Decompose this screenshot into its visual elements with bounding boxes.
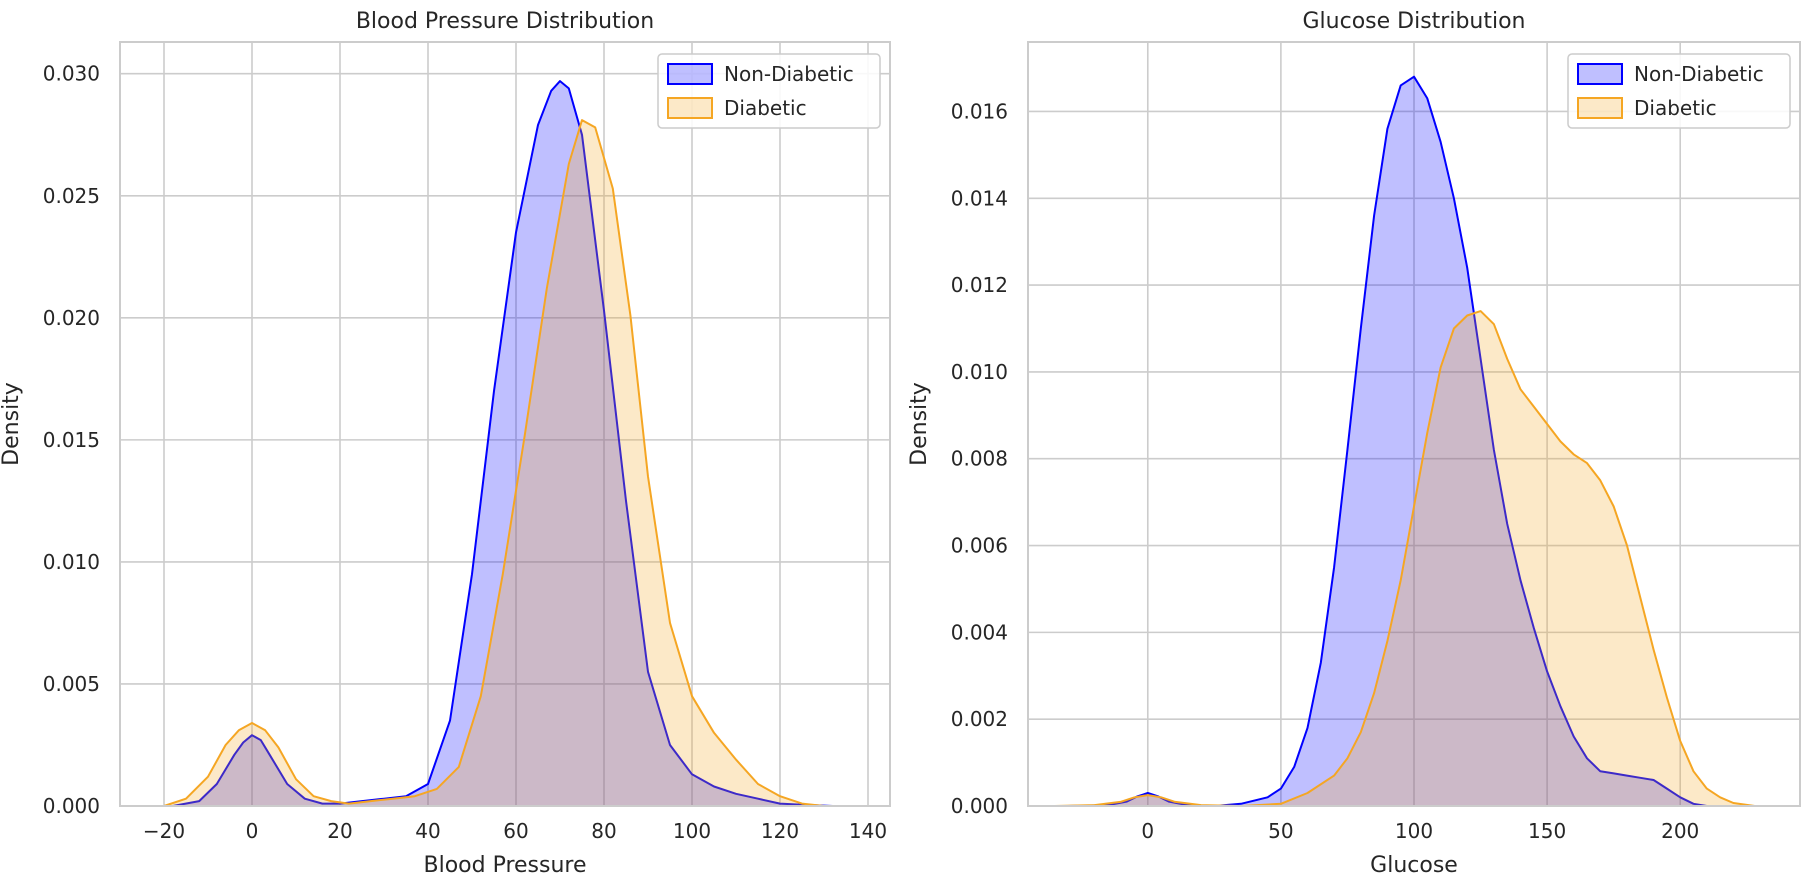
- bp-x-tick-label: 0: [246, 819, 259, 843]
- glucose-legend: Non-Diabetic Diabetic: [1567, 53, 1791, 129]
- bp-diabetic-area: [164, 120, 824, 807]
- bp-x-axis-label: Blood Pressure: [423, 853, 586, 878]
- bp-non-diabetic-line: [172, 80, 833, 807]
- bp-axes-frame: [119, 41, 891, 807]
- bp-legend-box: [657, 53, 881, 129]
- glucose-x-tick-label: 50: [1268, 819, 1293, 843]
- bp-chart-title: Blood Pressure Distribution: [356, 9, 654, 34]
- bp-y-tick-label: 0.020: [43, 306, 100, 330]
- glucose-y-tick-label: 0.014: [951, 186, 1008, 210]
- bp-x-tick-label: 80: [591, 819, 616, 843]
- glucose-x-tick-label: 150: [1528, 819, 1566, 843]
- glucose-y-tick-label: 0.008: [951, 447, 1008, 471]
- glucose-y-tick-label: 0.000: [951, 794, 1008, 818]
- glucose-y-tick-label: 0.010: [951, 360, 1008, 384]
- bp-x-tick-label: −20: [143, 819, 185, 843]
- bp-plot-area: [120, 42, 890, 806]
- glucose-legend-swatch-non-diabetic: [1577, 63, 1623, 85]
- glucose-axes-frame: [1027, 41, 1801, 807]
- glucose-x-tick-label: 100: [1395, 819, 1433, 843]
- glucose-non-diabetic-area: [1067, 76, 1707, 806]
- glucose-legend-swatch-diabetic: [1577, 97, 1623, 119]
- bp-diabetic-line: [163, 119, 825, 807]
- glucose-legend-label-diabetic: Diabetic: [1634, 96, 1717, 120]
- blood-pressure-panel: −20 0 20 40 60 80 100 120 140 0.000 0.005 0.010 0.01…: [0, 9, 891, 878]
- bp-non-diabetic-area: [172, 81, 833, 807]
- bp-legend: Non-Diabetic Diabetic: [657, 53, 881, 129]
- glucose-y-axis-label: Density: [907, 382, 932, 466]
- glucose-panel: 0 50 100 150 200 0.000 0.002 0.004 0.006 0.008 0.0…: [907, 9, 1801, 878]
- glucose-x-axis-label: Glucose: [1370, 853, 1458, 878]
- bp-legend-swatch-diabetic: [667, 97, 713, 119]
- glucose-y-tick-label: 0.006: [951, 534, 1008, 558]
- bp-x-tick-label: 120: [761, 819, 799, 843]
- glucose-y-tick-label: 0.004: [951, 620, 1008, 644]
- bp-legend-label-diabetic: Diabetic: [724, 96, 807, 120]
- bp-x-tick-label: 40: [415, 819, 440, 843]
- glucose-x-tick-label: 0: [1141, 819, 1154, 843]
- bp-x-tick-label: 60: [503, 819, 528, 843]
- bp-y-tick-label: 0.000: [43, 794, 100, 818]
- bp-x-tick-label: 140: [849, 819, 887, 843]
- bp-y-tick-label: 0.025: [43, 184, 100, 208]
- bp-x-tick-label: 20: [327, 819, 352, 843]
- bp-legend-swatch-non-diabetic: [667, 63, 713, 85]
- glucose-chart-title: Glucose Distribution: [1303, 9, 1526, 34]
- bp-y-axis-label: Density: [0, 382, 24, 466]
- bp-y-tick-label: 0.010: [43, 550, 100, 574]
- bp-y-tick-label: 0.030: [43, 62, 100, 86]
- glucose-y-tick-label: 0.002: [951, 707, 1008, 731]
- bp-legend-label-non-diabetic: Non-Diabetic: [724, 62, 854, 86]
- glucose-y-tick-label: 0.016: [951, 99, 1008, 123]
- glucose-legend-box: [1567, 53, 1791, 129]
- glucose-legend-label-non-diabetic: Non-Diabetic: [1634, 62, 1764, 86]
- bp-x-tick-label: 100: [673, 819, 711, 843]
- glucose-y-tick-label: 0.012: [951, 273, 1008, 297]
- glucose-x-tick-label: 200: [1661, 819, 1699, 843]
- bp-y-tick-label: 0.005: [43, 672, 100, 696]
- bp-y-tick-label: 0.015: [43, 428, 100, 452]
